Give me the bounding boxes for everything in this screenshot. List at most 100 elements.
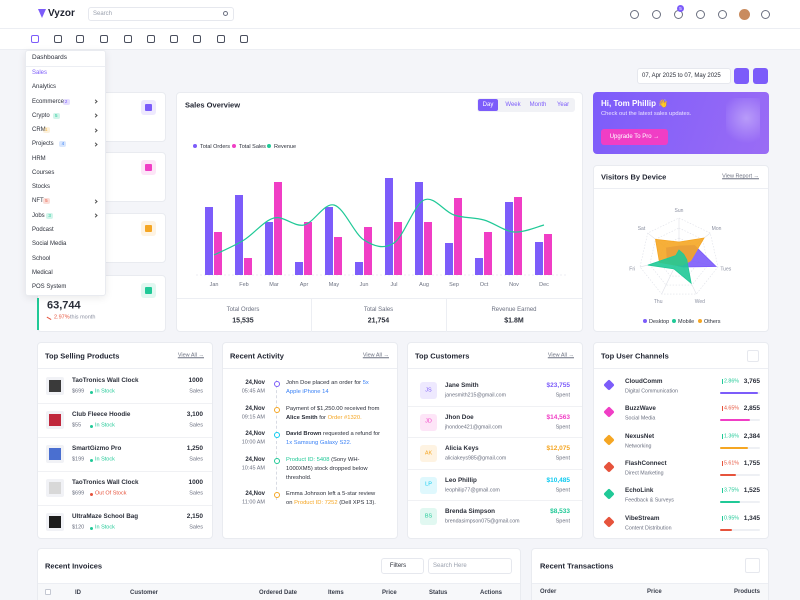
filters-button[interactable] xyxy=(381,558,424,574)
menu-badge-bg xyxy=(59,141,67,148)
nav-icon[interactable] xyxy=(76,35,84,43)
channel-change: 2.86% xyxy=(724,378,740,385)
upgrade-button[interactable] xyxy=(601,129,668,145)
timeline-dot xyxy=(273,431,280,438)
nav-icon[interactable] xyxy=(170,35,178,43)
menu-item[interactable]: Jobs xyxy=(32,212,45,219)
avatar[interactable] xyxy=(739,9,750,20)
nav-icon[interactable] xyxy=(124,35,132,43)
legend-label: Total Orders xyxy=(200,144,230,150)
channel-change: 3.75% xyxy=(724,487,740,494)
header-icon[interactable] xyxy=(718,10,727,19)
more-button[interactable] xyxy=(745,558,760,573)
summary-value: 15,535 xyxy=(232,317,254,325)
select-all[interactable] xyxy=(45,589,51,595)
progress-fill xyxy=(720,528,732,531)
customer-amount: $8,533 xyxy=(550,507,570,515)
menu-item[interactable]: School xyxy=(32,255,51,262)
cart-badge: 5 xyxy=(679,5,682,11)
menu-item[interactable]: Analytics xyxy=(32,84,57,91)
trend-arrow xyxy=(722,433,723,439)
nav-icon[interactable] xyxy=(217,35,225,43)
channel-name: CloudComm xyxy=(625,377,663,385)
row-divider xyxy=(408,500,582,501)
tab[interactable]: Day xyxy=(482,102,494,108)
menu-item[interactable]: Projects xyxy=(32,141,54,148)
top-customers-card xyxy=(407,342,583,539)
table-header xyxy=(532,583,768,600)
menu-item[interactable]: Stocks xyxy=(32,184,51,191)
legend-label: Total Sales xyxy=(239,144,266,150)
bar xyxy=(235,195,243,275)
menu-item[interactable]: Courses xyxy=(32,169,55,176)
menu-item[interactable]: Ecommerce xyxy=(32,98,65,105)
invoice-search[interactable] xyxy=(428,558,512,574)
status-dot xyxy=(90,425,93,428)
menu-item[interactable]: CRM xyxy=(32,127,46,134)
view-all[interactable]: View All → xyxy=(362,352,389,359)
header-icon[interactable] xyxy=(696,10,705,19)
x-tick-label: Oct xyxy=(480,282,489,288)
activity-text-part[interactable]: Product ID: 7252 xyxy=(294,500,338,506)
product-sales: 3,100 xyxy=(186,410,203,418)
refresh-button[interactable] xyxy=(734,68,749,84)
nav-icon[interactable] xyxy=(240,35,248,43)
menu-item[interactable]: NFT xyxy=(32,198,44,205)
view-all[interactable]: View All → xyxy=(547,352,574,359)
header-icon[interactable] xyxy=(761,10,770,19)
menu-item[interactable]: HRM xyxy=(32,155,46,162)
product-name: SmartGizmo Pro xyxy=(72,444,122,452)
status-dot xyxy=(90,527,93,530)
card-title: Top User Channels xyxy=(601,351,669,361)
date-picker[interactable] xyxy=(637,68,731,84)
nav-icon[interactable] xyxy=(193,35,201,43)
filter-button[interactable] xyxy=(753,68,768,84)
customer-amount: $10,485 xyxy=(546,476,571,484)
activity-text-part[interactable]: 1x Samsung Galaxy S22. xyxy=(286,440,352,446)
nav-icon[interactable] xyxy=(147,35,155,43)
tab-active[interactable] xyxy=(478,99,498,111)
nav-icon[interactable] xyxy=(100,35,108,43)
filters-label[interactable]: Filters xyxy=(389,563,407,569)
activity-text: Payment of $1,250.00 received from Alice… xyxy=(286,405,382,423)
radar-axis-label: Tues xyxy=(720,267,731,273)
card-divider xyxy=(594,368,768,369)
activity-text-part[interactable]: Order #1320. xyxy=(327,415,362,421)
menu-item[interactable]: Medical xyxy=(32,269,53,276)
activity-text-part: (Dell XPS 13). xyxy=(337,500,376,506)
tab[interactable]: Year xyxy=(556,102,570,108)
nav-icon[interactable] xyxy=(54,35,62,43)
tab[interactable]: Month xyxy=(529,102,547,108)
tab[interactable]: Week xyxy=(505,102,521,108)
logo-icon xyxy=(38,9,46,18)
progress-fill xyxy=(720,419,750,422)
bar xyxy=(364,227,372,275)
menu-item[interactable]: Sales xyxy=(32,70,48,76)
more-button[interactable] xyxy=(747,350,759,362)
activity-text-part[interactable]: 5x Apple iPhone 14 xyxy=(286,380,369,395)
upgrade-label[interactable]: Upgrade To Pro → xyxy=(609,134,660,140)
activity-text-part[interactable]: Product ID: 5408 xyxy=(286,457,330,463)
bar xyxy=(274,182,282,275)
menu-item[interactable]: Social Media xyxy=(32,241,67,248)
activity-text-part: requested a refund for xyxy=(321,431,381,437)
radar-ring xyxy=(639,217,719,295)
channel-name: VibeStream xyxy=(625,514,660,522)
search-box[interactable] xyxy=(88,7,234,21)
menu-item[interactable]: POS System xyxy=(32,284,67,291)
header-icon[interactable] xyxy=(652,10,661,19)
channel-name: FlashConnect xyxy=(625,459,667,467)
customer-initials: JD xyxy=(425,418,432,425)
nav-icon[interactable] xyxy=(31,35,39,43)
menu-item[interactable]: Podcast xyxy=(32,226,54,233)
bar xyxy=(295,262,303,275)
customer-avatar xyxy=(420,382,437,399)
customer-initials: AK xyxy=(424,449,433,456)
x-tick-label: Jun xyxy=(360,282,369,288)
menu-badge: 5 xyxy=(45,198,48,204)
header-icon[interactable] xyxy=(630,10,639,19)
menu-item[interactable]: Crypto xyxy=(32,112,50,119)
status-dot xyxy=(90,493,93,496)
visitors-link[interactable]: View Report → xyxy=(722,173,759,180)
view-all[interactable]: View All → xyxy=(177,352,204,359)
